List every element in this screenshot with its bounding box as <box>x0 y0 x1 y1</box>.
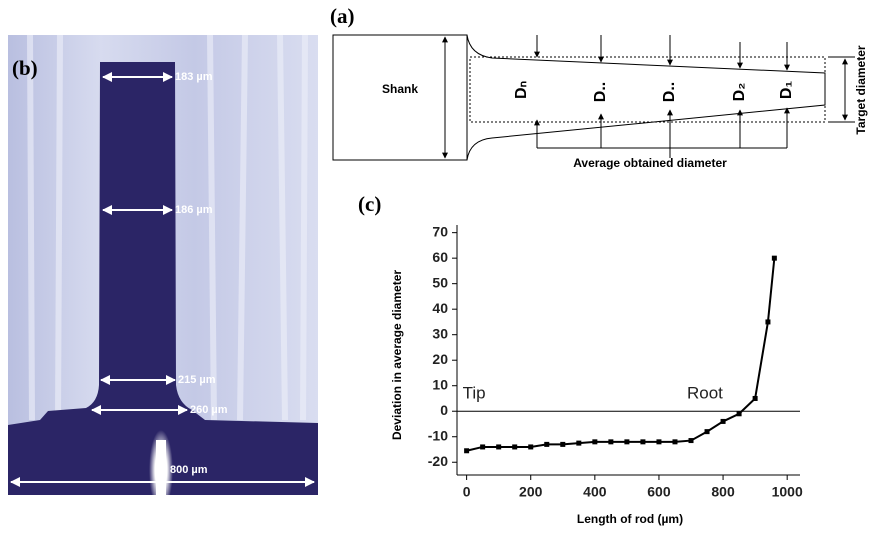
x-tick-label: 600 <box>647 484 671 500</box>
measurement: 186 µm <box>175 204 213 216</box>
marker <box>624 439 630 445</box>
target-label: Target diameter <box>854 45 868 134</box>
diameter-label: Dₙ <box>513 81 530 99</box>
diameter-label: D₁ <box>778 81 795 100</box>
y-tick-label: 60 <box>432 249 448 265</box>
y-tick-label: 0 <box>440 402 448 418</box>
y-tick-label: -10 <box>428 427 448 443</box>
marker <box>672 439 678 445</box>
marker <box>512 444 518 450</box>
x-tick-label: 1000 <box>772 484 803 500</box>
diameter-label: D.. <box>592 82 609 102</box>
y-tick-label: 40 <box>432 300 448 316</box>
marker <box>771 255 777 261</box>
marker <box>656 439 662 445</box>
photo <box>8 34 318 510</box>
panel-label: (b) <box>12 56 38 80</box>
diameter-label: D₂ <box>731 83 748 102</box>
y-axis-label: Deviation in average diameter <box>390 270 404 440</box>
marker <box>496 444 502 450</box>
marker <box>576 440 582 446</box>
marker <box>688 438 694 444</box>
marker <box>720 418 726 424</box>
panel-label: (a) <box>330 4 355 28</box>
average-label: Average obtained diameter <box>573 156 727 170</box>
panel-label: (c) <box>358 192 381 216</box>
marker <box>736 411 742 417</box>
data-line <box>466 258 776 452</box>
marker <box>528 444 534 450</box>
x-tick-label: 0 <box>463 484 471 500</box>
marker <box>560 441 566 447</box>
measurement: 183 µm <box>175 71 213 83</box>
x-axis-label: Length of rod (µm) <box>577 512 683 526</box>
measurement: 260 µm <box>190 404 228 416</box>
y-tick-label: 50 <box>432 274 448 290</box>
diagram <box>332 34 855 161</box>
marker <box>765 319 771 325</box>
marker <box>704 429 710 435</box>
marker <box>608 439 614 445</box>
x-tick-label: 200 <box>519 484 543 500</box>
y-tick-label: 20 <box>432 351 448 367</box>
y-tick-label: 10 <box>432 376 448 392</box>
y-tick-label: 30 <box>432 325 448 341</box>
marker <box>640 439 646 445</box>
marker <box>544 441 550 447</box>
measurement: 800 µm <box>170 464 208 476</box>
y-tick-label: -20 <box>428 453 448 469</box>
x-tick-label: 400 <box>583 484 607 500</box>
diameter-label: D.. <box>661 82 678 102</box>
measurement: 215 µm <box>178 374 216 386</box>
x-tick-label: 800 <box>711 484 735 500</box>
marker <box>752 395 758 401</box>
annotation: Tip <box>463 384 486 403</box>
y-tick-label: 70 <box>432 223 448 239</box>
shank-label: Shank <box>382 82 418 96</box>
marker <box>592 439 598 445</box>
marker <box>464 448 470 454</box>
marker <box>480 444 486 450</box>
annotation: Root <box>687 384 723 403</box>
